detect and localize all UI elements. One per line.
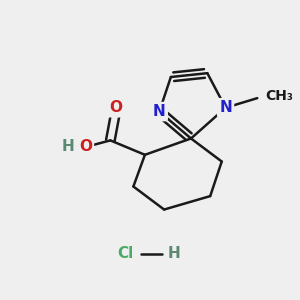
Text: H: H — [62, 139, 74, 154]
Text: N: N — [219, 100, 232, 115]
Text: H: H — [167, 246, 180, 261]
Text: Cl: Cl — [118, 246, 134, 261]
Text: O: O — [79, 139, 92, 154]
Text: CH₃: CH₃ — [265, 89, 293, 103]
Text: O: O — [110, 100, 123, 115]
Text: N: N — [153, 104, 166, 119]
